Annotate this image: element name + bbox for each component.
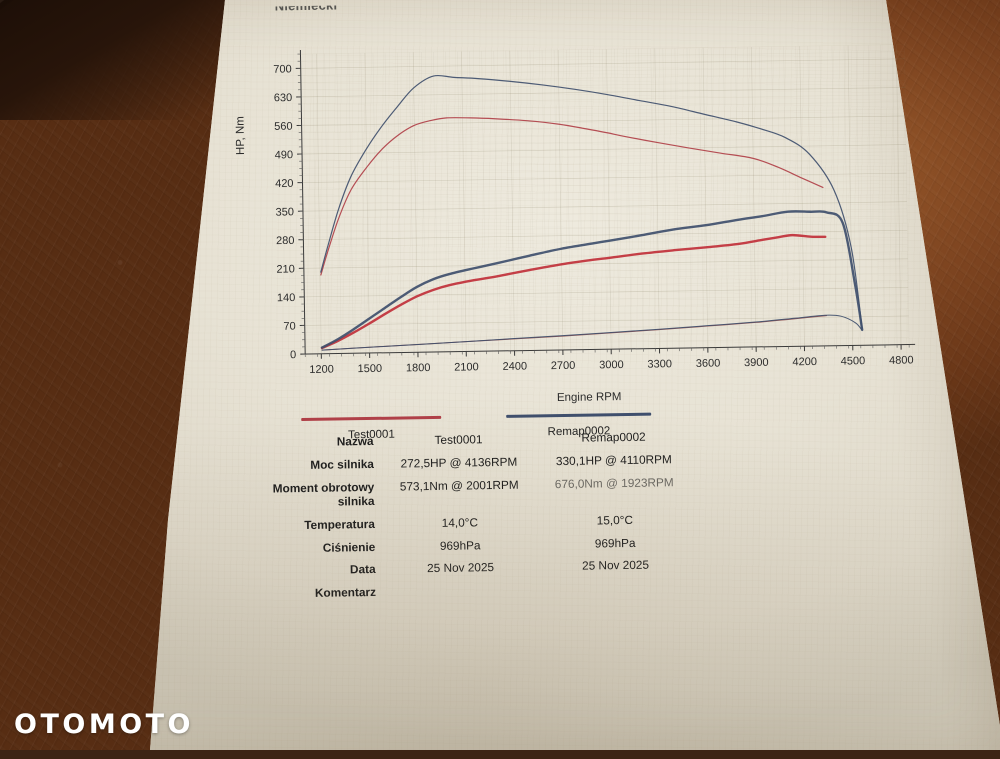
x-tick-label: 4800 (889, 354, 914, 366)
y-tick-label: 490 (275, 149, 294, 161)
y-tick-label: 0 (290, 349, 296, 361)
table-cell-test: 969hPa (385, 538, 535, 554)
chart-series-0 (318, 112, 824, 275)
y-axis-label: HP, Nm (234, 116, 247, 155)
x-tick-label: 2400 (502, 361, 527, 373)
table-cell-test (386, 584, 536, 586)
table-row-label: Data (241, 563, 386, 579)
table-cell-remap: 676,0Nm @ 1923RPM (534, 476, 694, 492)
y-axis (300, 50, 305, 354)
y-tick-label: 630 (274, 92, 293, 104)
table-cell-remap: 15,0°C (535, 513, 695, 529)
x-tick-label: 3300 (647, 358, 672, 370)
dyno-chart: 0 70 140 210 280 350 420 490 560 630 700 1200 1500 18… (232, 32, 917, 388)
table-cell-remap: 330,1HP @ 4110RPM (534, 453, 694, 469)
x-tick-label: 3900 (744, 357, 769, 369)
table-cell-test: 272,5HP @ 4136RPM (384, 455, 534, 471)
chart-plot-area: 0 70 140 210 280 350 420 490 560 630 700 1200 1500 18… (232, 32, 917, 388)
x-tick-label: 3600 (696, 357, 721, 369)
table-row-label: Ciśnienie (240, 540, 385, 556)
table-row-label: Nazwa (238, 435, 383, 451)
table-cell-test: 14,0°C (385, 515, 535, 531)
x-tick-label: 2700 (551, 360, 576, 372)
y-tick-label: 700 (273, 63, 292, 75)
table-row-label: Komentarz (241, 586, 386, 602)
table-row-label: Temperatura (240, 517, 385, 533)
table-cell-remap: 25 Nov 2025 (535, 558, 695, 574)
x-tick-label: 4500 (841, 355, 866, 367)
legend-swatch-remap (506, 413, 651, 418)
x-tick-label: 1200 (309, 364, 334, 376)
otomoto-watermark: OTOMOTO (14, 709, 194, 740)
y-tick-label: 140 (277, 292, 296, 304)
y-tick-label: 420 (275, 178, 294, 190)
x-tick-label: 2100 (454, 361, 479, 373)
x-tick-label: 1800 (406, 362, 431, 374)
x-tick-label: 1500 (358, 363, 383, 375)
chart-gridlines (300, 45, 909, 354)
table-cell-test: 25 Nov 2025 (385, 561, 535, 577)
y-tick-label: 350 (276, 206, 295, 218)
legend-swatch-test (301, 416, 441, 421)
table-cell-remap: 969hPa (535, 535, 695, 551)
table-row-label: Moc silnika (239, 458, 384, 474)
y-tick-label: 280 (276, 235, 295, 247)
table-row-label: Moment obrotowy silnika (239, 481, 384, 511)
table-cell-test: Test0001 (383, 432, 533, 448)
y-tick-label: 70 (283, 321, 295, 333)
y-tick-label: 210 (276, 263, 295, 275)
table-cell-test: 573,1Nm @ 2001RPM (384, 478, 534, 494)
x-axis-label: Engine RPM (557, 391, 622, 404)
table-cell-remap: Remap0002 (533, 430, 693, 446)
table-cell-remap (536, 581, 696, 584)
y-tick-label: 560 (274, 121, 293, 133)
x-tick-label: 3000 (599, 359, 624, 371)
table-row: Komentarz (241, 581, 701, 602)
x-tick-label: 4200 (792, 356, 817, 368)
